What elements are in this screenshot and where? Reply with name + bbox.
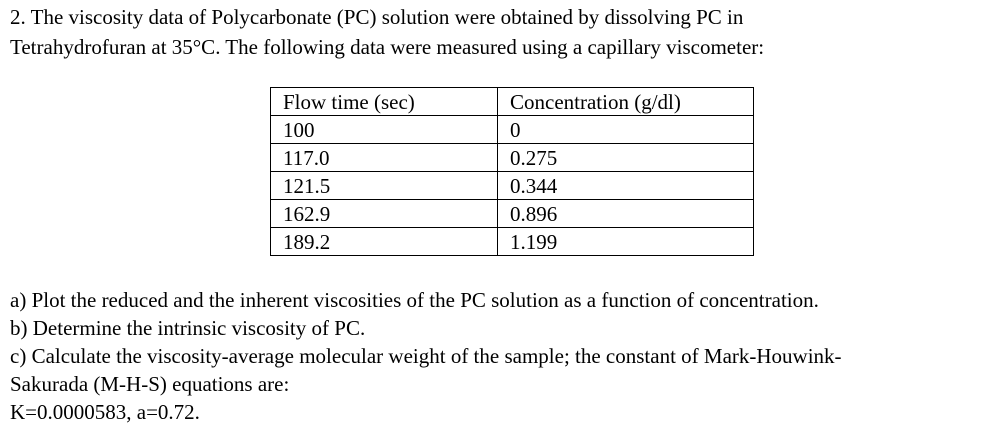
cell-flow-time: 100 (270, 115, 498, 144)
table-row: 189.2 1.199 (270, 227, 754, 256)
cell-concentration: 0.275 (497, 143, 754, 172)
cell-concentration: 0 (497, 115, 754, 144)
cell-concentration: 0.896 (497, 199, 754, 228)
question-b: b) Determine the intrinsic viscosity of … (10, 316, 366, 340)
cell-concentration: 1.199 (497, 227, 754, 256)
table-header-row: Flow time (sec) Concentration (g/dl) (270, 87, 754, 116)
table-row: 121.5 0.344 (270, 171, 754, 200)
question-c: c) Calculate the viscosity-average molec… (10, 344, 842, 368)
problem-statement: 2. The viscosity data of Polycarbonate (… (10, 2, 764, 62)
cell-flow-time: 162.9 (270, 199, 498, 228)
intro-line: 2. The viscosity data of Polycarbonate (… (10, 5, 744, 29)
cell-flow-time: 189.2 (270, 227, 498, 256)
cell-concentration: 0.344 (497, 171, 754, 200)
table-row: 117.0 0.275 (270, 143, 754, 172)
viscosity-data-table: Flow time (sec) Concentration (g/dl) 100… (270, 87, 754, 256)
header-concentration: Concentration (g/dl) (497, 87, 754, 116)
header-flow-time: Flow time (sec) (270, 87, 498, 116)
question-list: a) Plot the reduced and the inherent vis… (10, 286, 842, 426)
intro-line: Tetrahydrofuran at 35°C. The following d… (10, 35, 765, 59)
mhs-constants: K=0.0000583, a=0.72. (10, 400, 200, 424)
question-a: a) Plot the reduced and the inherent vis… (10, 288, 819, 312)
table-row: 162.9 0.896 (270, 199, 754, 228)
table-row: 100 0 (270, 115, 754, 144)
question-c-continuation: Sakurada (M-H-S) equations are: (10, 372, 290, 396)
cell-flow-time: 121.5 (270, 171, 498, 200)
cell-flow-time: 117.0 (270, 143, 498, 172)
